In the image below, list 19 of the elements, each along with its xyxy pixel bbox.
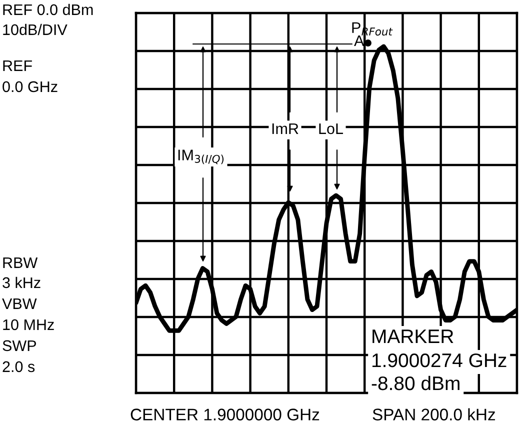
annotation: 1.9000274 GHz [372,353,506,368]
text: REF 0.0 dBm [3,4,93,16]
annotation: IM$_{3(I/Q)}$ [178,150,224,164]
text: A [354,35,364,46]
annotation: -8.80 dBm [372,376,460,390]
text: SPAN 200.0 kHz [372,408,495,420]
text: CENTER 1.9000000 GHz [130,408,320,420]
annotation: MARKER [372,330,454,344]
text: 3 kHz [2,276,40,288]
text: 10 MHz [3,319,54,330]
text: VBW [2,298,37,309]
annotation: ImR [272,123,298,134]
text: SWP [2,340,36,352]
text: 2.0 s [2,361,35,372]
text: RBW [3,257,38,268]
text: 10dB/DIV [3,24,68,36]
text: 0.0 GHz [2,81,58,92]
annotation: LoL [319,123,343,134]
text: REF [3,60,32,71]
